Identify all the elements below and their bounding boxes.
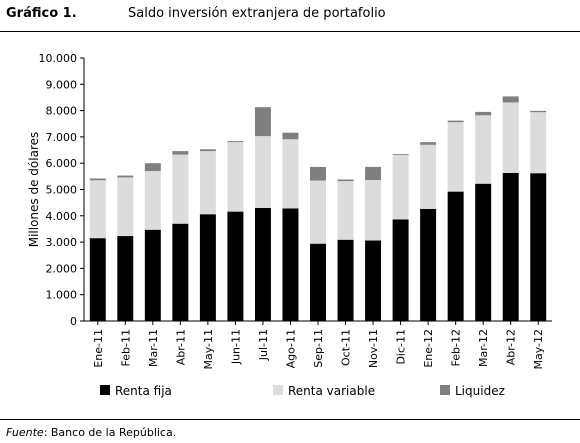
bar-segment-renta-variable bbox=[502, 102, 519, 173]
x-tick-label: May-12 bbox=[532, 329, 545, 370]
bar-segment-renta-fija bbox=[502, 172, 519, 321]
bar-segment-renta-fija bbox=[254, 207, 271, 321]
x-tick-label: Mar-12 bbox=[477, 329, 490, 367]
x-tick-label: Jun-11 bbox=[229, 329, 242, 365]
top-rule bbox=[0, 31, 580, 32]
bar-segment-renta-fija bbox=[420, 208, 437, 321]
figure-label: Gráfico 1. bbox=[6, 6, 77, 21]
bar-segment-renta-variable bbox=[144, 171, 161, 230]
bar-segment-liquidez bbox=[365, 166, 382, 181]
x-tick-label: Ene-11 bbox=[92, 329, 105, 368]
x-tick-label: Feb-12 bbox=[450, 329, 463, 366]
bar-segment-liquidez bbox=[199, 149, 216, 152]
bar-segment-renta-variable bbox=[475, 115, 492, 184]
bar-segment-renta-variable bbox=[172, 154, 189, 224]
bar-segment-liquidez bbox=[392, 153, 409, 155]
x-tick-labels: Ene-11 Feb-11 Mar-11 Abr-11 May-11 Jun-11 Jul-… bbox=[92, 329, 545, 370]
bar-segment-renta-fija bbox=[392, 219, 409, 321]
bar-segment-renta-variable bbox=[337, 181, 354, 240]
x-tick-label: Dic-11 bbox=[395, 329, 408, 365]
bar-segment-renta-fija bbox=[172, 223, 189, 321]
bar-segment-renta-fija bbox=[117, 236, 134, 321]
legend-label: Renta variable bbox=[288, 384, 375, 398]
x-tick-label: Sep-11 bbox=[312, 329, 325, 368]
y-tick-label: 9.000 bbox=[46, 78, 78, 91]
x-tick-label: Abr-12 bbox=[505, 329, 518, 365]
bar-segment-renta-variable bbox=[117, 177, 134, 237]
source-text: : Banco de la República. bbox=[43, 426, 177, 439]
x-tick-label: Oct-11 bbox=[340, 329, 353, 366]
y-tick-label: 10.000 bbox=[39, 52, 78, 65]
legend: Renta fija Renta variable Liquidez bbox=[100, 384, 505, 398]
bar-segment-liquidez bbox=[144, 163, 161, 172]
y-tick-label: 8.000 bbox=[46, 105, 78, 118]
y-tick-label: 2.000 bbox=[46, 262, 78, 275]
x-tick-label: May-11 bbox=[202, 329, 215, 370]
bar-segment-renta-fija bbox=[530, 173, 547, 321]
bar-segment-liquidez bbox=[530, 110, 547, 113]
bar-segment-renta-fija bbox=[144, 229, 161, 321]
bar-segment-renta-variable bbox=[227, 142, 244, 212]
x-tick-label: Nov-11 bbox=[367, 329, 380, 368]
x-tick-label: Mar-11 bbox=[147, 329, 160, 367]
bar-segment-renta-variable bbox=[392, 154, 409, 220]
legend-swatch bbox=[273, 385, 283, 395]
y-axis-label: Millones de dólares bbox=[27, 132, 41, 248]
bottom-rule bbox=[0, 419, 580, 420]
x-tick-label: Ene-12 bbox=[422, 329, 435, 368]
bar-segment-renta-variable bbox=[530, 112, 547, 174]
bar-segment-renta-variable bbox=[89, 180, 106, 239]
y-tick-label: 3.000 bbox=[46, 236, 78, 249]
bar-segment-renta-fija bbox=[447, 191, 464, 321]
y-tick-label: 7.000 bbox=[46, 131, 78, 144]
x-tick-label: Ago-11 bbox=[284, 329, 297, 368]
bar-segment-liquidez bbox=[227, 141, 244, 143]
legend-swatch bbox=[100, 385, 110, 395]
bar-segment-liquidez bbox=[254, 107, 271, 137]
y-tick-label: 6.000 bbox=[46, 157, 78, 170]
y-axis-ticks: 0 1.000 2.000 3.000 4.000 5.000 6.000 7.000 8.00… bbox=[39, 52, 84, 328]
bar-segment-renta-variable bbox=[447, 122, 464, 192]
bar-segment-liquidez bbox=[117, 175, 134, 178]
bar-segment-renta-variable bbox=[282, 139, 299, 209]
source-label: Fuente bbox=[6, 426, 44, 439]
bar-segment-liquidez bbox=[282, 132, 299, 140]
bar-segment-renta-fija bbox=[475, 183, 492, 321]
y-tick-label: 5.000 bbox=[46, 184, 78, 197]
bar-segment-renta-fija bbox=[310, 243, 326, 321]
bar-segment-renta-fija bbox=[282, 208, 299, 321]
bar-segment-liquidez bbox=[337, 179, 354, 182]
bar-segment-renta-variable bbox=[310, 180, 326, 244]
bar-segment-renta-fija bbox=[337, 239, 354, 321]
bar-segment-renta-fija bbox=[227, 211, 244, 321]
bar-segment-liquidez bbox=[172, 151, 189, 155]
legend-label: Liquidez bbox=[455, 384, 505, 398]
bar-segment-renta-variable bbox=[365, 180, 382, 241]
bar-segment-renta-variable bbox=[199, 151, 216, 215]
chart-title: Saldo inversión extranjera de portafolio bbox=[128, 6, 386, 21]
bars bbox=[89, 96, 547, 325]
bar-segment-renta-fija bbox=[89, 238, 106, 321]
x-tick-label: Abr-11 bbox=[174, 329, 187, 365]
x-tick-label: Feb-11 bbox=[119, 329, 132, 366]
bar-segment-liquidez bbox=[89, 178, 106, 181]
bar-segment-liquidez bbox=[475, 111, 492, 116]
legend-label: Renta fija bbox=[115, 384, 172, 398]
source-note: Fuente: Banco de la República. bbox=[6, 426, 176, 439]
bar-segment-liquidez bbox=[447, 120, 464, 123]
y-tick-label: 4.000 bbox=[46, 210, 78, 223]
y-tick-label: 1.000 bbox=[46, 289, 78, 302]
bar-segment-renta-variable bbox=[254, 136, 271, 208]
bar-segment-renta-variable bbox=[420, 144, 437, 209]
bar-segment-liquidez bbox=[420, 142, 437, 145]
bar-segment-renta-fija bbox=[199, 214, 216, 321]
bar-segment-renta-fija bbox=[365, 240, 382, 321]
x-tick-label: Jul-11 bbox=[257, 329, 270, 361]
bar-segment-liquidez bbox=[502, 96, 519, 103]
legend-swatch bbox=[440, 385, 450, 395]
bar-segment-liquidez bbox=[310, 166, 326, 181]
y-tick-label: 0 bbox=[70, 315, 77, 328]
